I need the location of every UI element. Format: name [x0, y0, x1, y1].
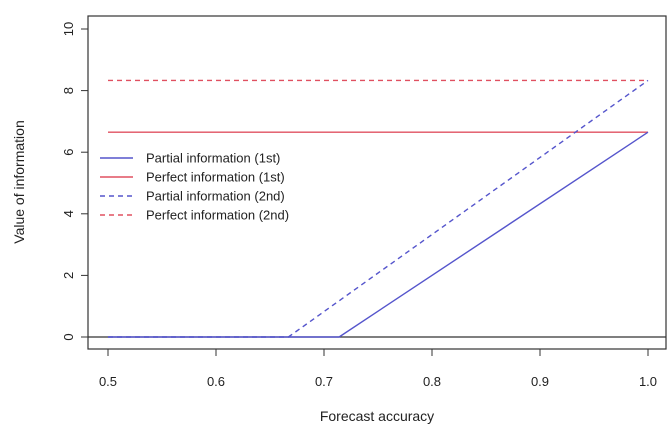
x-tick-label: 0.6 — [207, 374, 225, 389]
x-tick-label: 0.5 — [99, 374, 117, 389]
y-axis: 0 2 4 6 8 10 — [61, 22, 89, 341]
y-tick-label: 10 — [61, 22, 76, 36]
legend-label: Partial information (1st) — [146, 151, 280, 166]
series-layer — [88, 79, 666, 338]
x-axis: 0.5 0.6 0.7 0.8 0.9 1.0 — [99, 348, 657, 389]
y-tick-label: 0 — [61, 333, 76, 340]
y-tick-label: 6 — [61, 149, 76, 156]
legend-label: Perfect information (1st) — [146, 170, 285, 185]
legend-label: Partial information (2nd) — [146, 189, 285, 204]
y-tick-label: 2 — [61, 272, 76, 279]
series-line-partial-information-1st — [108, 131, 649, 338]
x-tick-label: 0.8 — [423, 374, 441, 389]
y-axis-title: Value of information — [11, 120, 27, 243]
x-axis-title: Forecast accuracy — [320, 408, 434, 424]
y-tick-label: 4 — [61, 210, 76, 217]
x-tick-label: 1.0 — [639, 374, 657, 389]
y-tick-label: 8 — [61, 87, 76, 94]
legend-label: Perfect information (2nd) — [146, 208, 289, 223]
x-tick-label: 0.9 — [531, 374, 549, 389]
legend: Partial information (1st) Perfect informa… — [100, 151, 289, 223]
x-tick-label: 0.7 — [315, 374, 333, 389]
